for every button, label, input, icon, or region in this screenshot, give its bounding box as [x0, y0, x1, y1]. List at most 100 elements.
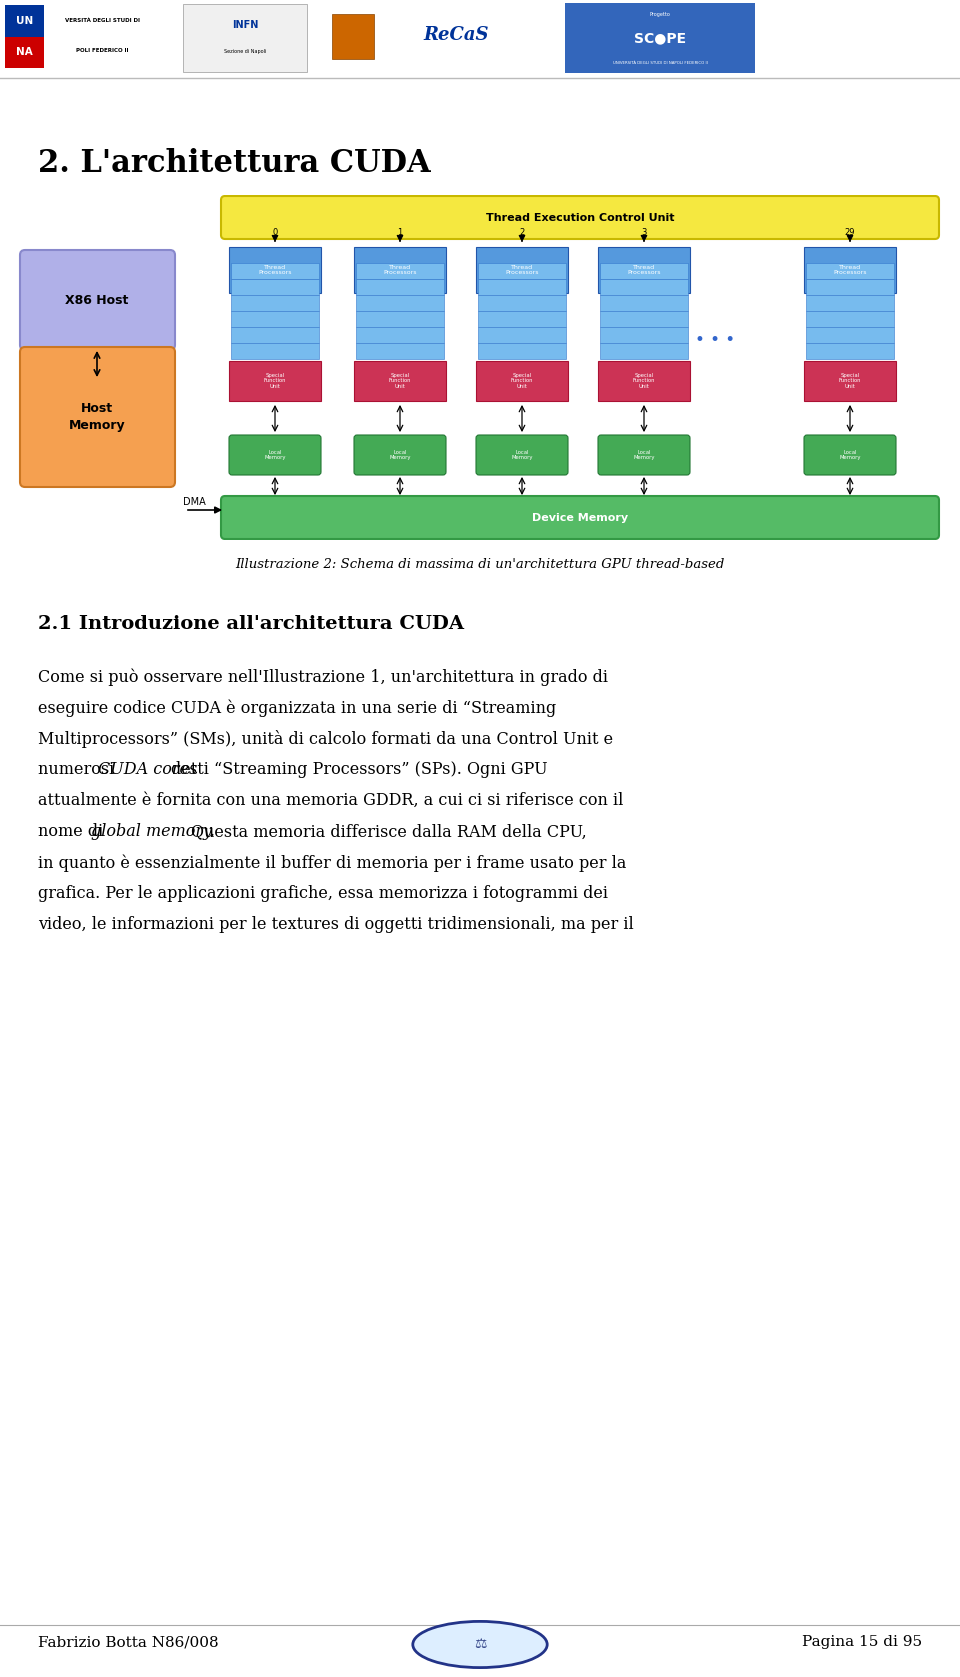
- Text: 1: 1: [397, 228, 402, 236]
- Text: 0: 0: [273, 228, 277, 236]
- FancyBboxPatch shape: [356, 327, 444, 344]
- FancyBboxPatch shape: [806, 327, 894, 344]
- FancyBboxPatch shape: [598, 434, 690, 475]
- Text: Sezione di Napoli: Sezione di Napoli: [224, 50, 266, 54]
- Text: VERSITÀ DEGLI STUDI DI: VERSITÀ DEGLI STUDI DI: [65, 18, 140, 23]
- Text: Special
Function
Unit: Special Function Unit: [511, 372, 533, 389]
- FancyBboxPatch shape: [600, 263, 688, 278]
- FancyBboxPatch shape: [806, 295, 894, 310]
- FancyBboxPatch shape: [598, 361, 690, 401]
- Text: Local
Memory: Local Memory: [839, 449, 861, 459]
- Text: CUDA cores: CUDA cores: [98, 761, 203, 778]
- Text: Local
Memory: Local Memory: [634, 449, 655, 459]
- FancyBboxPatch shape: [600, 310, 688, 327]
- FancyBboxPatch shape: [804, 361, 896, 401]
- FancyBboxPatch shape: [598, 247, 690, 293]
- FancyBboxPatch shape: [804, 434, 896, 475]
- Text: Local
Memory: Local Memory: [512, 449, 533, 459]
- FancyBboxPatch shape: [332, 13, 374, 59]
- Text: X86 Host: X86 Host: [65, 293, 129, 307]
- FancyBboxPatch shape: [20, 347, 175, 486]
- FancyBboxPatch shape: [478, 263, 566, 278]
- FancyBboxPatch shape: [478, 310, 566, 327]
- Text: Thread
Processors: Thread Processors: [627, 265, 660, 275]
- Text: Special
Function
Unit: Special Function Unit: [633, 372, 656, 389]
- FancyBboxPatch shape: [476, 434, 568, 475]
- FancyBboxPatch shape: [565, 3, 755, 74]
- FancyBboxPatch shape: [231, 344, 319, 359]
- Text: Thread
Processors: Thread Processors: [505, 265, 539, 275]
- FancyBboxPatch shape: [806, 263, 894, 278]
- FancyBboxPatch shape: [476, 361, 568, 401]
- Text: ReCaS: ReCaS: [423, 27, 489, 44]
- FancyBboxPatch shape: [600, 278, 688, 295]
- FancyBboxPatch shape: [356, 263, 444, 278]
- Text: ⚖: ⚖: [473, 1637, 487, 1652]
- FancyBboxPatch shape: [356, 310, 444, 327]
- FancyBboxPatch shape: [806, 278, 894, 295]
- FancyBboxPatch shape: [354, 361, 446, 401]
- Text: Thread Execution Control Unit: Thread Execution Control Unit: [486, 213, 674, 223]
- Text: SC●PE: SC●PE: [634, 30, 686, 45]
- Text: UN: UN: [15, 15, 33, 25]
- FancyBboxPatch shape: [478, 278, 566, 295]
- Text: Local
Memory: Local Memory: [264, 449, 286, 459]
- Text: Device Memory: Device Memory: [532, 513, 628, 523]
- Text: Multiprocessors” (SMs), unità di calcolo formati da una Control Unit e: Multiprocessors” (SMs), unità di calcolo…: [38, 729, 613, 748]
- FancyBboxPatch shape: [231, 327, 319, 344]
- Text: POLI FEDERICO II: POLI FEDERICO II: [77, 49, 129, 54]
- FancyBboxPatch shape: [231, 278, 319, 295]
- FancyBboxPatch shape: [600, 344, 688, 359]
- FancyBboxPatch shape: [231, 310, 319, 327]
- FancyBboxPatch shape: [231, 295, 319, 310]
- Text: Progetto: Progetto: [650, 12, 670, 17]
- FancyBboxPatch shape: [20, 250, 175, 350]
- Text: Local
Memory: Local Memory: [389, 449, 411, 459]
- FancyBboxPatch shape: [478, 327, 566, 344]
- FancyBboxPatch shape: [356, 344, 444, 359]
- Text: Come si può osservare nell'Illustrazione 1, un'architettura in grado di: Come si può osservare nell'Illustrazione…: [38, 667, 608, 686]
- FancyBboxPatch shape: [354, 247, 446, 293]
- Text: Thread
Processors: Thread Processors: [383, 265, 417, 275]
- Text: 29: 29: [845, 228, 855, 236]
- Text: Pagina 15 di 95: Pagina 15 di 95: [802, 1635, 922, 1648]
- FancyBboxPatch shape: [806, 310, 894, 327]
- FancyBboxPatch shape: [478, 344, 566, 359]
- FancyBboxPatch shape: [600, 295, 688, 310]
- FancyBboxPatch shape: [478, 295, 566, 310]
- Text: Special
Function
Unit: Special Function Unit: [264, 372, 286, 389]
- Text: Illustrazione 2: Schema di massima di un'architettura GPU thread-based: Illustrazione 2: Schema di massima di un…: [235, 558, 725, 570]
- Text: 2: 2: [519, 228, 524, 236]
- Text: Fabrizio Botta N86/008: Fabrizio Botta N86/008: [38, 1635, 219, 1648]
- FancyBboxPatch shape: [356, 278, 444, 295]
- Text: Questa memoria differisce dalla RAM della CPU,: Questa memoria differisce dalla RAM dell…: [191, 823, 588, 840]
- Text: eseguire codice CUDA è organizzata in una serie di “Streaming: eseguire codice CUDA è organizzata in un…: [38, 699, 556, 716]
- Text: UNIVERSITÀ DEGLI STUDI DI NAPOLI FEDERICO II: UNIVERSITÀ DEGLI STUDI DI NAPOLI FEDERIC…: [612, 60, 708, 64]
- Text: • • •: • • •: [695, 330, 735, 349]
- FancyBboxPatch shape: [600, 327, 688, 344]
- Text: DMA: DMA: [183, 496, 205, 506]
- Text: grafica. Per le applicazioni grafiche, essa memorizza i fotogrammi dei: grafica. Per le applicazioni grafiche, e…: [38, 885, 608, 902]
- FancyBboxPatch shape: [804, 247, 896, 293]
- FancyBboxPatch shape: [221, 496, 939, 538]
- FancyBboxPatch shape: [231, 263, 319, 278]
- Text: attualmente è fornita con una memoria GDDR, a cui ci si riferisce con il: attualmente è fornita con una memoria GD…: [38, 792, 623, 808]
- Text: 2. L'architettura CUDA: 2. L'architettura CUDA: [38, 148, 431, 179]
- Text: Host
Memory: Host Memory: [69, 402, 126, 431]
- FancyBboxPatch shape: [229, 361, 321, 401]
- Text: 3: 3: [641, 228, 647, 236]
- Text: detti “Streaming Processors” (SPs). Ogni GPU: detti “Streaming Processors” (SPs). Ogni…: [172, 761, 548, 778]
- FancyBboxPatch shape: [354, 434, 446, 475]
- FancyBboxPatch shape: [229, 247, 321, 293]
- Text: Special
Function
Unit: Special Function Unit: [389, 372, 411, 389]
- Text: video, le informazioni per le textures di oggetti tridimensionali, ma per il: video, le informazioni per le textures d…: [38, 916, 634, 932]
- Text: nome di: nome di: [38, 823, 108, 840]
- Text: NA: NA: [16, 47, 33, 57]
- FancyBboxPatch shape: [356, 295, 444, 310]
- Text: INFN: INFN: [231, 20, 258, 30]
- FancyBboxPatch shape: [5, 5, 44, 69]
- FancyBboxPatch shape: [229, 434, 321, 475]
- FancyBboxPatch shape: [476, 247, 568, 293]
- Text: numerosi: numerosi: [38, 761, 119, 778]
- Text: global memory.: global memory.: [91, 823, 221, 840]
